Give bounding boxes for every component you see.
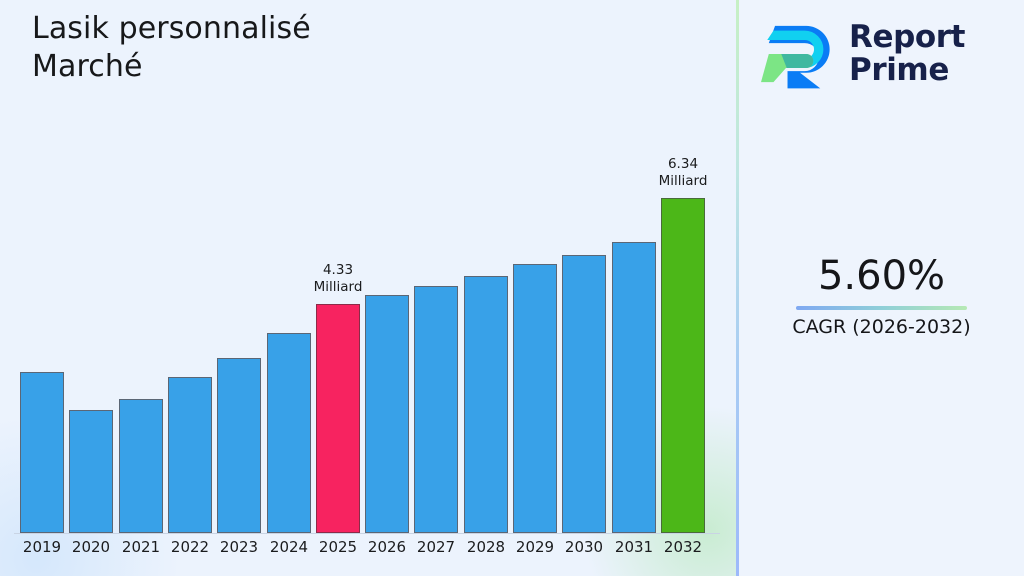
bar-2028[interactable] <box>464 276 508 533</box>
bar-2030[interactable] <box>562 255 606 533</box>
bar-2020[interactable] <box>69 410 113 533</box>
bar-value-label-2032: 6.34 Milliard <box>658 156 708 189</box>
bar-2023[interactable] <box>217 358 261 533</box>
x-tick-2028: 2028 <box>466 538 506 556</box>
x-tick-2031: 2031 <box>614 538 654 556</box>
x-tick-2021: 2021 <box>121 538 161 556</box>
bar-2019[interactable] <box>20 372 64 533</box>
x-tick-2026: 2026 <box>367 538 407 556</box>
x-tick-2023: 2023 <box>219 538 259 556</box>
bar-2025[interactable] <box>316 304 360 533</box>
report-prime-logo[interactable]: Report Prime <box>761 12 1006 96</box>
chart-title: Lasik personnalisé Marché <box>32 11 311 84</box>
bar-2032[interactable] <box>661 198 705 533</box>
x-tick-2025: 2025 <box>318 538 358 556</box>
bar-value-label-2025: 4.33 Milliard <box>313 262 363 295</box>
bar-2029[interactable] <box>513 264 557 533</box>
bar-2031[interactable] <box>612 242 656 533</box>
bar-2021[interactable] <box>119 399 163 533</box>
x-tick-2032: 2032 <box>663 538 703 556</box>
chart-panel: Lasik personnalisé Marché 2019 2020 2021 20… <box>0 0 737 576</box>
bar-plot-area: 2019 2020 2021 2022 2023 2024 4.33 Milliard 202… <box>14 156 720 556</box>
x-tick-2024: 2024 <box>269 538 309 556</box>
report-prime-logo-text: Report Prime <box>849 19 966 88</box>
brand-panel: Report Prime 5.60% CAGR (2026-2032) <box>739 0 1024 576</box>
x-tick-2029: 2029 <box>515 538 555 556</box>
x-axis-baseline <box>14 533 720 534</box>
x-tick-2020: 2020 <box>71 538 111 556</box>
cagr-caption: CAGR (2026-2032) <box>792 316 971 338</box>
cagr-value: 5.60% <box>817 253 946 299</box>
x-tick-2019: 2019 <box>22 538 62 556</box>
x-tick-2030: 2030 <box>564 538 604 556</box>
bar-2024[interactable] <box>267 333 311 533</box>
report-prime-logo-icon <box>761 25 830 89</box>
cagr-block: 5.60% CAGR (2026-2032) <box>739 252 1024 340</box>
x-tick-2022: 2022 <box>170 538 210 556</box>
panel-divider <box>736 0 739 576</box>
bar-2026[interactable] <box>365 295 409 533</box>
bar-2027[interactable] <box>414 286 458 533</box>
bar-2022[interactable] <box>168 377 212 533</box>
x-tick-2027: 2027 <box>416 538 456 556</box>
cagr-divider-rule <box>796 306 967 310</box>
